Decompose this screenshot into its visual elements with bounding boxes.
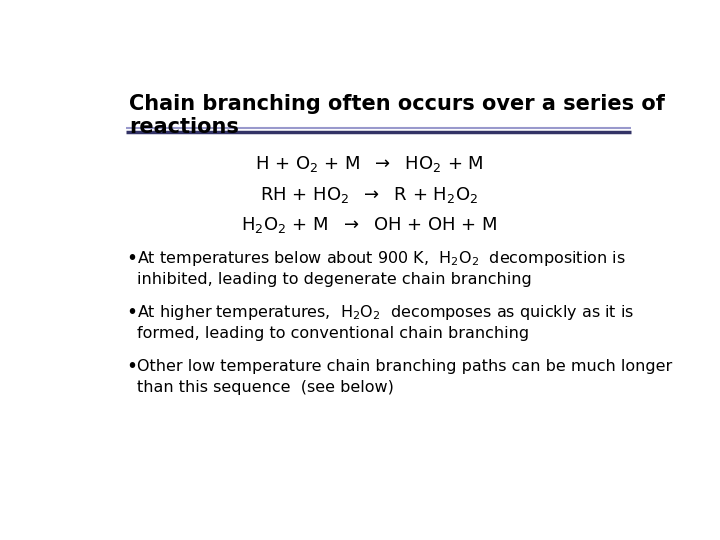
- Text: formed, leading to conventional chain branching: formed, leading to conventional chain br…: [138, 326, 529, 341]
- Text: RH + HO$_2$  $\rightarrow$  R + H$_2$O$_2$: RH + HO$_2$ $\rightarrow$ R + H$_2$O$_2$: [260, 185, 478, 205]
- Text: •: •: [126, 248, 138, 268]
- Text: •: •: [126, 357, 138, 376]
- Text: Other low temperature chain branching paths can be much longer: Other low temperature chain branching pa…: [138, 359, 672, 374]
- Text: Chain branching often occurs over a series of: Chain branching often occurs over a seri…: [129, 94, 665, 114]
- Text: than this sequence  (see below): than this sequence (see below): [138, 380, 395, 395]
- Text: H + O$_2$ + M  $\rightarrow$  HO$_2$ + M: H + O$_2$ + M $\rightarrow$ HO$_2$ + M: [255, 154, 483, 174]
- Text: inhibited, leading to degenerate chain branching: inhibited, leading to degenerate chain b…: [138, 272, 532, 287]
- Text: H$_2$O$_2$ + M  $\rightarrow$  OH + OH + M: H$_2$O$_2$ + M $\rightarrow$ OH + OH + M: [240, 215, 498, 235]
- Text: At temperatures below about 900 K,  H$_2$O$_2$  decomposition is: At temperatures below about 900 K, H$_2$…: [138, 248, 626, 268]
- Text: At higher temperatures,  H$_2$O$_2$  decomposes as quickly as it is: At higher temperatures, H$_2$O$_2$ decom…: [138, 303, 634, 322]
- Text: reactions: reactions: [129, 117, 239, 137]
- Text: •: •: [126, 303, 138, 322]
